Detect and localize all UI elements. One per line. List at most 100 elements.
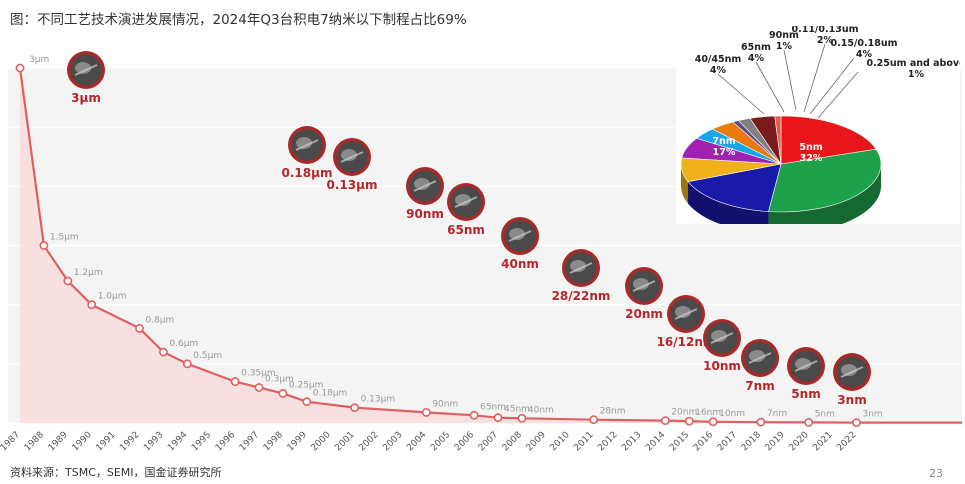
page-title: 图：不同工艺技术演进发展情况，2024年Q3台积电7纳米以下制程占比69% (10, 12, 467, 28)
badge-photo-highlight (711, 330, 727, 342)
badge-label: 10nm (703, 359, 741, 373)
pie-slice-3nm (780, 115, 877, 165)
data-label: 5nm (815, 409, 835, 419)
data-label: 0.13μm (361, 395, 396, 405)
pie-label-name: 90nm (769, 30, 799, 41)
node-badge-16/12nm: 16/12nm (657, 295, 715, 349)
x-tick-label: 2012 (596, 430, 619, 453)
data-label: 0.8μm (146, 315, 175, 325)
badge-label: 40nm (501, 257, 539, 271)
x-tick-label: 2001 (333, 430, 356, 453)
badge-photo-stripe (295, 139, 319, 151)
x-tick-label: 2015 (668, 430, 691, 453)
pie-leader-line (783, 49, 797, 111)
pie-label-pct: 1% (908, 69, 925, 80)
node-badge-28/22nm: 28/22nm (552, 249, 611, 303)
badge-label: 28/22nm (552, 289, 611, 303)
x-tick-label: 1989 (47, 430, 70, 453)
source-note: 资料来源：TSMC，SEMI，国金证券研究所 (10, 466, 222, 479)
badge-photo-highlight (414, 178, 430, 190)
data-point-5nm (804, 418, 814, 427)
data-label: 40nm (528, 405, 554, 415)
node-badge-3nm: 3nm (833, 353, 871, 407)
pie-label-name: 3nm (919, 100, 942, 111)
badge-photo-highlight (633, 278, 649, 290)
pie-label-name: 65nm (741, 42, 771, 53)
x-tick-label: 1994 (166, 430, 189, 453)
x-tick-label: 1996 (214, 430, 237, 453)
data-label: 65nm (480, 402, 506, 412)
badge-photo-stripe (794, 360, 818, 372)
badge-photo-highlight (570, 260, 586, 272)
data-label: 16nm (695, 408, 721, 418)
pie-label-name: 5nm (799, 142, 822, 153)
x-tick-label: 1992 (118, 430, 141, 453)
pie-slice-0.25um and above (774, 115, 782, 165)
badge-label: 3μm (71, 91, 101, 105)
x-tick-label: 1998 (262, 430, 285, 453)
x-tick-label: 2014 (644, 430, 667, 453)
data-label: 1.2μm (74, 268, 103, 278)
node-badge-10nm: 10nm (703, 319, 741, 373)
pie-label-pct: 20% (920, 111, 943, 122)
x-tick-label: 1990 (71, 430, 94, 453)
pie-label-0.25um and above: 0.25um and above1% (866, 58, 960, 80)
tsmc-node-share-pie-chart: 3nm20%5nm32%7nm17%16nm8%28nm7%40/45nm4%6… (676, 26, 960, 224)
node-badge-90nm: 90nm (406, 167, 444, 221)
badge-photo-highlight (749, 350, 765, 362)
node-badge-5nm: 5nm (787, 347, 825, 401)
x-tick-label: 2016 (692, 430, 715, 453)
badge-photo-stripe (413, 180, 437, 192)
badge-label: 3nm (837, 393, 866, 407)
badge-photo-stripe (508, 230, 532, 242)
x-tick-label: 1991 (94, 430, 117, 453)
data-point-0.13μm (350, 403, 359, 413)
pie-label-pct: 32% (800, 153, 823, 164)
pie-label-name: 7nm (712, 136, 735, 147)
badge-photo-highlight (75, 62, 91, 74)
data-point-7nm (756, 417, 766, 427)
badge-photo-highlight (341, 149, 357, 161)
node-badge-0.18μm: 0.18μm (282, 126, 332, 180)
data-label: 0.25μm (289, 380, 324, 390)
badge-photo-highlight (841, 364, 857, 376)
pie-label-pct: 4% (748, 53, 765, 64)
x-tick-label: 1997 (238, 430, 261, 453)
pie-label-pct: 17% (713, 147, 736, 158)
pie-leader-line (817, 71, 859, 119)
node-badge-40nm: 40nm (501, 217, 539, 271)
pie-side-16nm (681, 164, 689, 204)
x-tick-label: 1988 (23, 430, 46, 453)
data-point-0.5μm (182, 359, 192, 369)
data-label: 7nm (767, 409, 787, 419)
data-label: 0.5μm (193, 351, 222, 361)
x-tick-label: 2000 (310, 430, 333, 453)
x-tick-label: 2005 (429, 430, 452, 453)
pie-label-pct: 8% (708, 111, 725, 122)
x-tick-label: 2018 (740, 430, 763, 453)
node-badge-20nm: 20nm (625, 267, 663, 321)
badge-label: 0.13μm (327, 178, 378, 192)
node-badge-0.13μm: 0.13μm (327, 138, 378, 192)
data-point-10nm (708, 417, 718, 427)
pie-leader-line (755, 61, 785, 113)
data-point-28nm (589, 415, 598, 425)
badge-photo-stripe (569, 262, 593, 274)
data-point-0.3μm (254, 383, 264, 392)
x-tick-label: 2006 (453, 430, 476, 453)
pie-label-pct: 1% (776, 41, 793, 52)
data-label: 20nm (671, 408, 697, 418)
badge-photo-highlight (296, 137, 312, 149)
data-point-45nm (493, 413, 503, 423)
data-point-0.18μm (302, 397, 312, 407)
badge-photo-highlight (455, 194, 471, 206)
x-tick-label: 2002 (357, 430, 380, 453)
x-tick-label: 2010 (549, 430, 572, 453)
data-label: 90nm (432, 399, 458, 409)
